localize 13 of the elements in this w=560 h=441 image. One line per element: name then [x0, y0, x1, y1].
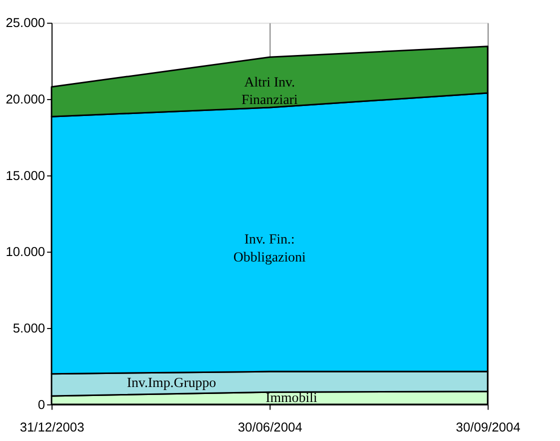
y-tick-label: 10.000: [6, 244, 46, 260]
x-tick-label: 30/09/2004: [456, 420, 520, 435]
x-tick-label: 30/06/2004: [238, 420, 302, 435]
series-label: Inv. Fin.: Obbligazioni: [233, 232, 306, 266]
y-tick-label: 15.000: [6, 168, 46, 183]
y-tick-label: 0: [38, 396, 46, 412]
y-tick-label: 25.000: [6, 15, 46, 30]
x-tick-label: 31/12/2003: [20, 420, 84, 435]
y-tick-label: 5.000: [12, 320, 46, 336]
y-tick-label: 20.000: [6, 92, 46, 107]
series-label: Altri Inv. Finanziari: [241, 75, 298, 108]
series-label: Inv.Imp.Gruppo: [126, 376, 216, 392]
series-label: Immobili: [266, 391, 318, 406]
